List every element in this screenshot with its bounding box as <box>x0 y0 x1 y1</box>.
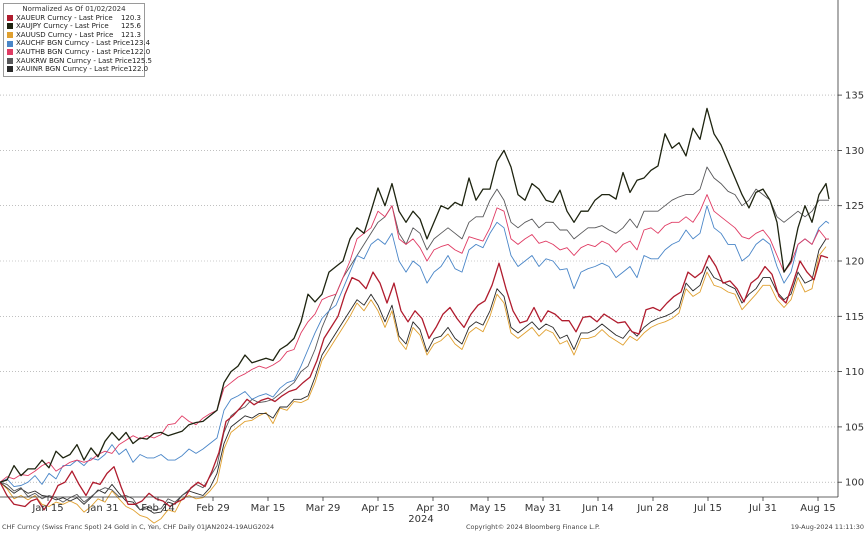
legend-label: XAUJPY Curncy - Last Price <box>16 22 109 31</box>
legend-value: 125.6 <box>120 22 141 31</box>
x-tick-label: Jun 28 <box>636 503 669 514</box>
x-tick-label: Jan 15 <box>31 503 63 514</box>
legend-value: 123.4 <box>130 39 151 48</box>
legend-entry: XAUTHB BGN Curncy - Last Price 122.0 <box>7 47 150 57</box>
x-tick-label: Apr 30 <box>416 503 449 514</box>
legend-entry: XAUKRW BGN Curncy - Last Price 125.5 <box>7 56 152 66</box>
x-tick-label: Feb 29 <box>196 503 230 514</box>
legend-swatch <box>7 23 13 30</box>
y-tick-label: 100 <box>845 478 864 489</box>
y-tick-label: 110 <box>845 367 864 378</box>
x-tick-label: Jun 14 <box>581 503 614 514</box>
legend-entry: XAUINR BGN Curncy - Last Price 122.0 <box>7 65 148 74</box>
y-tick-label: 115 <box>845 312 864 323</box>
legend-value: 121.3 <box>120 30 141 39</box>
x-tick-label: Jul 31 <box>748 503 777 514</box>
x-tick-label: May 31 <box>525 503 562 514</box>
x-year-label: 2024 <box>408 514 433 525</box>
legend-value: 122.0 <box>130 47 151 56</box>
y-axis: 95100105110115120125130135 <box>837 0 864 497</box>
y-tick-label: 125 <box>845 201 864 212</box>
legend-swatch <box>7 57 13 64</box>
series-lines <box>0 107 830 524</box>
legend-label: XAUTHB BGN Curncy - Last Price <box>16 47 131 56</box>
legend-swatch <box>7 14 13 21</box>
footer-copyright: Copyright© 2024 Bloomberg Finance L.P. <box>466 523 600 531</box>
series-line-2 <box>0 246 827 524</box>
legend-label: XAUKRW BGN Curncy - Last Price <box>16 56 132 65</box>
x-tick-label: Apr 15 <box>361 503 394 514</box>
x-axis: Jan 15 Jan 31 Feb 14 Feb 29 Mar 15 Mar 29 Apr … <box>0 496 838 525</box>
legend-title: Normalized As Of 01/02/2024 <box>22 5 126 13</box>
series-line-4 <box>0 194 829 483</box>
legend-swatch <box>7 49 13 56</box>
legend-entry: XAUJPY Curncy - Last Price 125.6 <box>7 22 141 31</box>
legend-swatch <box>7 66 13 73</box>
x-tick-label: Jul 15 <box>693 503 722 514</box>
legend-value: 120.3 <box>120 13 141 22</box>
footer-timestamp: 19-Aug-2024 11:11:30 <box>790 523 864 531</box>
series-line-0 <box>0 254 829 511</box>
legend: Normalized As Of 01/02/2024 XAUEUR Curnc… <box>3 3 152 77</box>
footer-description: CHF Curncy (Swiss Franc Spot) 24 Gold in… <box>2 523 275 531</box>
y-tick-label: 130 <box>845 146 864 157</box>
x-tick-label: Mar 29 <box>306 503 341 514</box>
x-tick-label: Jan 31 <box>86 503 118 514</box>
legend-label: XAUINR BGN Curncy - Last Price <box>16 65 129 74</box>
y-tick-label: 135 <box>845 91 864 102</box>
legend-label: XAUCHF BGN Curncy - Last Price <box>16 39 131 48</box>
x-tick-label: Feb 14 <box>141 503 175 514</box>
legend-entry: XAUEUR Curncy - Last Price 120.3 <box>7 14 141 23</box>
series-line-3 <box>0 205 830 488</box>
legend-value: 125.5 <box>131 56 153 65</box>
x-tick-label: May 15 <box>470 503 507 514</box>
series-line-5 <box>0 166 829 511</box>
legend-value: 122.0 <box>128 65 149 74</box>
gridlines <box>0 94 838 483</box>
y-tick-label: 120 <box>845 257 864 268</box>
legend-entry: XAUUSD Curncy - Last Price 121.3 <box>7 31 141 40</box>
x-tick-label: Mar 15 <box>251 503 286 514</box>
legend-entry: XAUCHF BGN Curncy - Last Price 123.4 <box>7 39 150 48</box>
legend-swatch <box>7 32 13 39</box>
x-tick-label: Aug 15 <box>800 503 835 514</box>
series-line-1 <box>0 107 830 483</box>
legend-swatch <box>7 40 13 47</box>
y-tick-label: 105 <box>845 422 864 433</box>
legend-label: XAUEUR Curncy - Last Price <box>16 13 113 22</box>
legend-label: XAUUSD Curncy - Last Price <box>16 30 114 39</box>
